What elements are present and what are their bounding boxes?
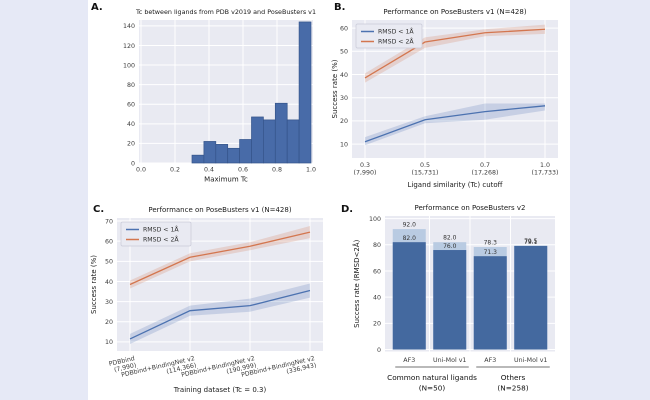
legend-label: RMSD < 2Å — [378, 37, 414, 46]
x-tick-label: AF3 — [484, 357, 496, 364]
bar-chart-posebusters-v2: 0 20 40 60 80 100 Performance on PoseBusters v… — [352, 204, 555, 393]
y-axis-label: Success rate (%) — [90, 255, 98, 314]
bar-value-label: 79.1 — [524, 239, 538, 246]
y-tick-label: 20 — [127, 141, 135, 148]
y-tick-label: 20 — [105, 319, 113, 326]
y-tick-label: 20 — [373, 321, 381, 328]
y-tick-label: 0 — [131, 160, 135, 167]
y-tick-label: 140 — [123, 23, 135, 30]
bar-value-label: 71.3 — [484, 249, 498, 256]
y-tick-label: 60 — [340, 25, 348, 32]
y-tick-label: 20 — [340, 118, 348, 125]
y-tick-label: 40 — [340, 72, 348, 79]
x-tick-label: Uni-Mol v1 — [433, 357, 466, 364]
y-tick-label: 100 — [123, 62, 135, 69]
histogram-bar — [298, 21, 312, 164]
x-tick-label: 1.0 — [306, 167, 316, 174]
y-tick-label: 10 — [340, 141, 348, 148]
group-label: Others — [501, 373, 526, 382]
y-tick-label: 70 — [105, 218, 113, 225]
x-tick-label: 0.6 — [238, 167, 248, 174]
y-tick-label: 10 — [105, 339, 113, 346]
x-tick-label: 0.5 (15,731) — [412, 162, 439, 177]
x-tick-label: 0.2 — [170, 167, 180, 174]
panel-a-label: A. — [91, 2, 103, 13]
histogram-bar — [274, 102, 288, 164]
y-tick-label: 120 — [123, 43, 135, 50]
histogram-bar — [227, 147, 240, 164]
histogram-bar — [239, 139, 252, 164]
chart-title: Performance on PoseBusters v2 — [414, 204, 525, 212]
bar-value-label: 82.0 — [443, 235, 457, 242]
chart-title: Performance on PoseBusters v1 (N=428) — [383, 8, 526, 16]
series-line — [364, 28, 546, 79]
histogram-bar — [191, 154, 205, 164]
y-tick-label: 60 — [373, 268, 381, 275]
chart-title: Tc between ligands from PDB v2019 and Po… — [135, 8, 316, 16]
y-tick-label: 40 — [127, 121, 135, 128]
y-tick-label: 80 — [127, 82, 135, 89]
y-tick-label: 80 — [373, 242, 381, 249]
histogram-bar — [215, 144, 229, 164]
bar-value-label: 92.0 — [403, 222, 417, 229]
histogram-bar — [263, 119, 276, 164]
panel-d-label: D. — [341, 204, 354, 215]
bar-value-label: 82.0 — [403, 235, 417, 242]
bar-value-label: 79.5 — [524, 238, 538, 245]
x-tick-label: 0.8 — [272, 167, 282, 174]
x-axis-label: Maximum Tc — [204, 176, 248, 184]
series-line — [364, 105, 546, 143]
group-label: (N=258) — [497, 384, 528, 393]
x-tick-label: 0.4 — [204, 167, 214, 174]
line-chart-similarity-cutoff: 10 20 30 40 50 60 Performance on PoseBusters v… — [331, 8, 559, 189]
y-tick-label: 0 — [377, 347, 381, 354]
chart-title: Performance on PoseBusters v1 (N=428) — [148, 206, 291, 214]
y-tick-label: 50 — [340, 49, 348, 56]
series-line — [129, 231, 311, 286]
y-tick-label: 50 — [105, 259, 113, 266]
y-tick-label: 30 — [340, 95, 348, 102]
y-tick-label: 60 — [105, 238, 113, 245]
group-label: Common natural ligands — [387, 373, 477, 382]
x-tick-label: Uni-Mol v1 — [514, 357, 547, 364]
group-label: (N=50) — [419, 384, 446, 393]
x-axis-label: Training dataset (Tc = 0.3) — [173, 386, 267, 394]
series-line — [129, 289, 311, 340]
x-tick-label: 0.0 — [136, 167, 146, 174]
bar-value-label: 76.0 — [443, 243, 457, 250]
bar-strict — [514, 245, 548, 350]
panel-c-label: C. — [93, 204, 105, 215]
bar-strict — [392, 242, 426, 350]
legend-label: RMSD < 1Å — [378, 27, 414, 36]
x-tick-label: AF3 — [403, 357, 415, 364]
y-tick-label: 60 — [127, 102, 135, 109]
y-tick-label: 100 — [369, 216, 381, 223]
confidence-band — [130, 226, 310, 289]
histogram-bar — [286, 119, 300, 164]
legend-label: RMSD < 2Å — [143, 235, 179, 244]
legend-label: RMSD < 1Å — [143, 225, 179, 234]
panel-b-label: B. — [334, 2, 346, 13]
y-axis-label: Success rate (%) — [331, 59, 339, 118]
x-tick-label: 0.7 (17,268) — [472, 162, 499, 177]
bar-value-label: 78.3 — [484, 240, 498, 247]
histogram-bar — [203, 141, 217, 164]
histogram-bar — [251, 116, 264, 164]
y-tick-label: 40 — [373, 294, 381, 301]
x-axis-label: Ligand similarity (Tc) cutoff — [408, 181, 503, 189]
confidence-band — [365, 103, 545, 146]
y-tick-label: 30 — [105, 299, 113, 306]
bar-strict — [473, 256, 507, 350]
y-tick-label: 40 — [105, 279, 113, 286]
x-tick-label: 1.0 (17,733) — [532, 162, 559, 177]
line-chart-training-dataset: 10 20 30 40 50 60 70 Performance on PoseBusters… — [90, 206, 323, 394]
confidence-band — [130, 283, 310, 344]
x-tick-label: 0.3 (7,990) — [354, 162, 377, 177]
bar-strict — [433, 250, 467, 350]
y-axis-label: Success rate (RMSD<2Å) — [352, 239, 361, 327]
